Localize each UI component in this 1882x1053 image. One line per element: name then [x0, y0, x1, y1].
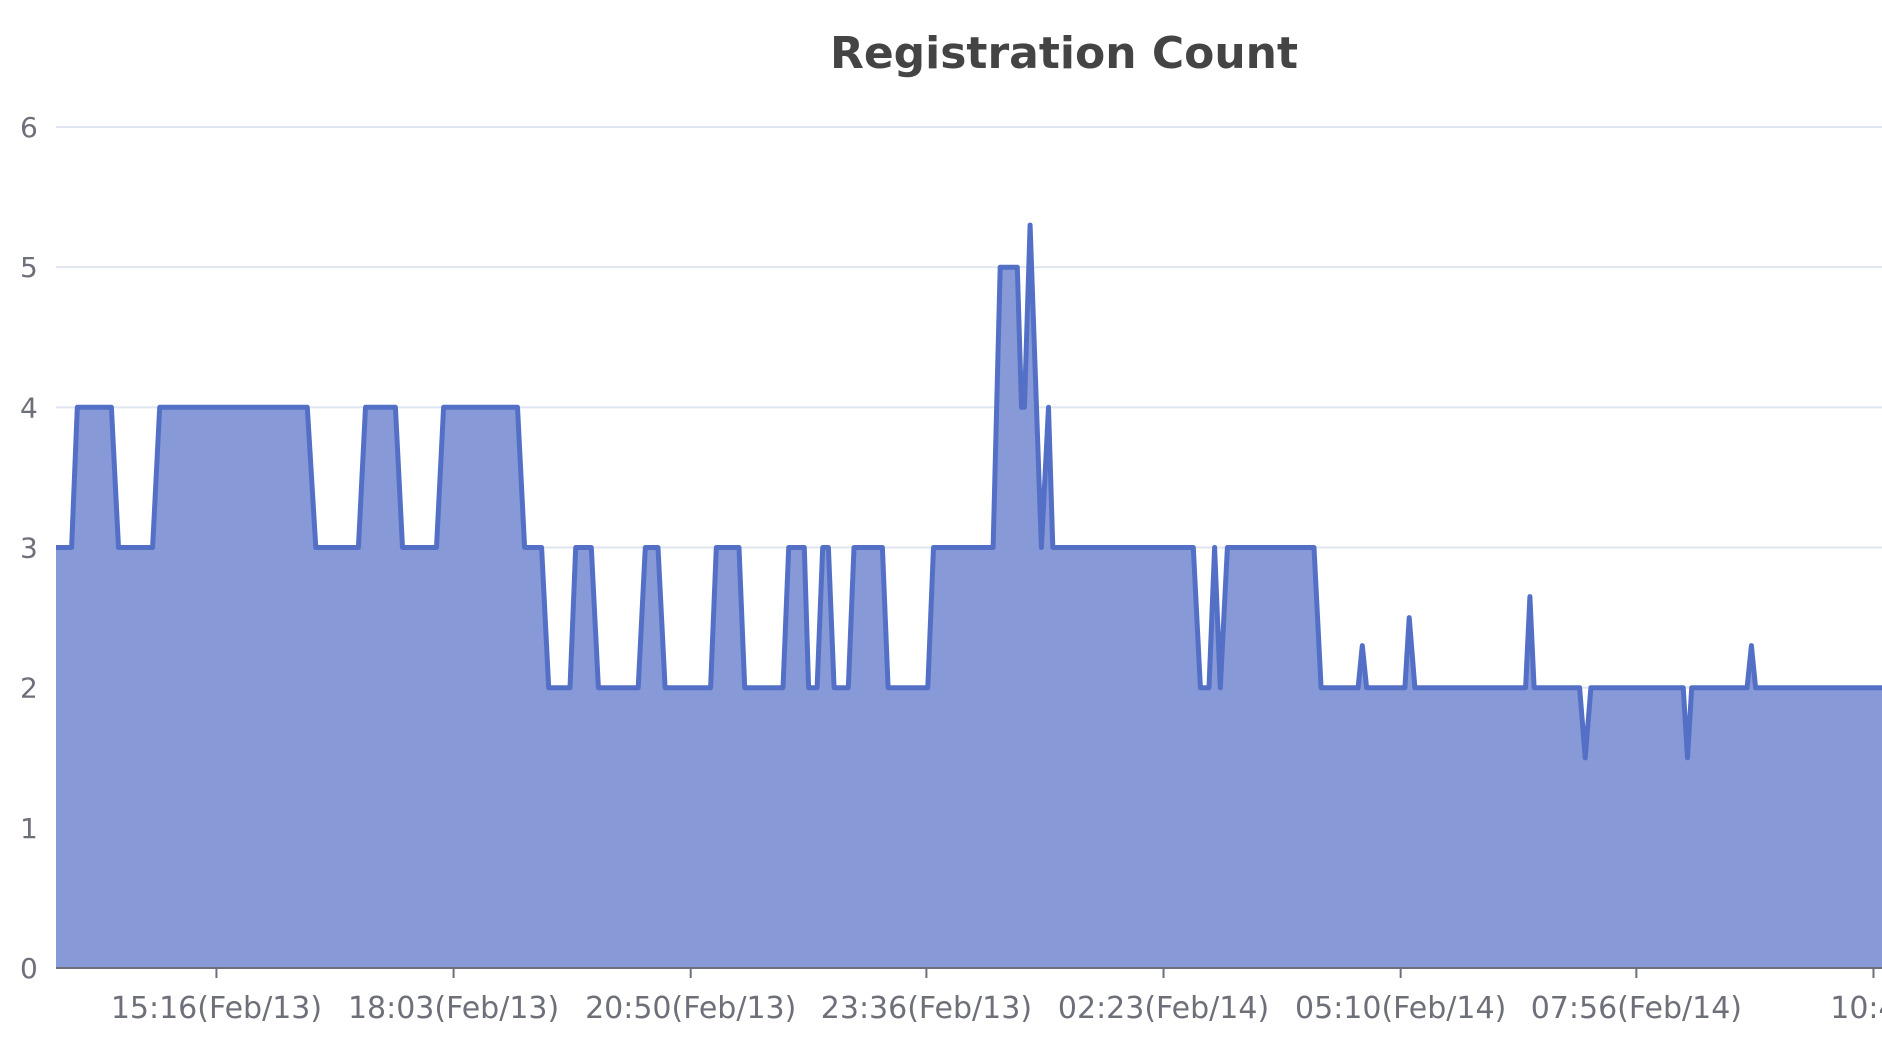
y-tick-label-4: 4 [20, 391, 38, 424]
y-tick-label-5: 5 [20, 251, 38, 284]
area-fill [56, 225, 1882, 969]
x-axis-ticks: 15:16(Feb/13) 18:03(Feb/13) 20:50(Feb/13) 2… [111, 968, 1882, 1026]
y-axis-ticks: 0 1 2 3 4 5 6 [20, 111, 38, 985]
x-tick-label-6: 07:56(Feb/14) [1531, 991, 1742, 1026]
x-tick-label-5: 05:10(Feb/14) [1295, 991, 1506, 1026]
chart-title: Registration Count [830, 28, 1298, 79]
y-tick-label-6: 6 [20, 111, 38, 144]
x-tick-label-0: 15:16(Feb/13) [111, 991, 322, 1026]
y-tick-label-3: 3 [20, 532, 38, 565]
y-tick-label-0: 0 [20, 952, 38, 985]
x-tick-label-1: 18:03(Feb/13) [348, 991, 559, 1026]
x-tick-label-4: 02:23(Feb/14) [1058, 991, 1269, 1026]
x-tick-label-2: 20:50(Feb/13) [585, 991, 796, 1026]
x-tick-label-3: 23:36(Feb/13) [821, 991, 1032, 1026]
x-tick-label-7: 10:43 [1830, 991, 1882, 1026]
y-tick-label-2: 2 [20, 672, 38, 705]
y-tick-label-1: 1 [20, 812, 38, 845]
series-line [56, 222, 1882, 761]
